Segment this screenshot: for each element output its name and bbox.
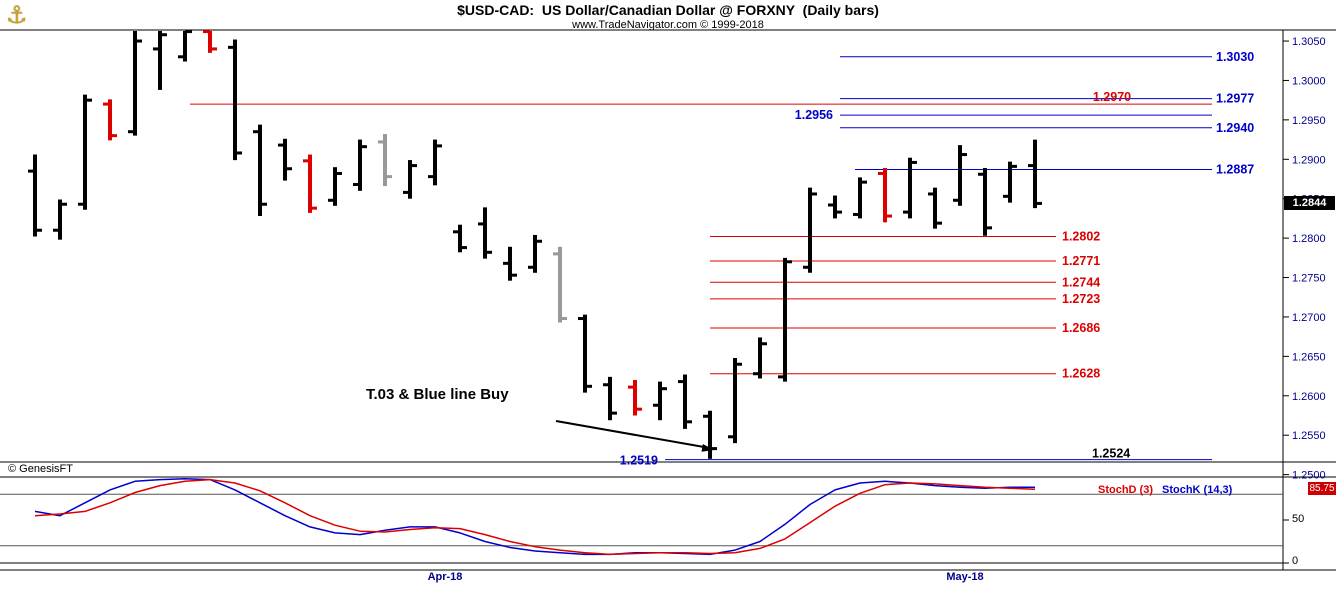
price-level-label: 1.2977 bbox=[1216, 92, 1254, 106]
stoch-axis-label-0: 0 bbox=[1292, 555, 1299, 567]
price-axis-label: 1.2550 bbox=[1292, 430, 1326, 442]
price-axis-label: 1.3050 bbox=[1292, 36, 1326, 48]
price-axis-label: 1.2700 bbox=[1292, 312, 1326, 324]
price-axis-label: 1.2950 bbox=[1292, 115, 1326, 127]
stochd-legend-label: StochD (3) bbox=[1098, 484, 1153, 496]
genesisft-watermark: © GenesisFT bbox=[8, 463, 73, 475]
price-axis-label: 1.2900 bbox=[1292, 154, 1326, 166]
price-level-label: 1.2802 bbox=[1062, 230, 1100, 244]
annotation-arrowhead bbox=[701, 444, 714, 452]
price-axis-label: 1.2600 bbox=[1292, 391, 1326, 403]
price-axis-label: 1.2750 bbox=[1292, 273, 1326, 285]
price-level-label: 1.2956 bbox=[795, 108, 833, 122]
last-price-badge: 1.2844 bbox=[1284, 196, 1335, 210]
price-axis-label: 1.2500 bbox=[1292, 470, 1326, 482]
anchor-logo-icon: ⚓ bbox=[6, 2, 28, 29]
price-level-label: 1.2744 bbox=[1062, 275, 1100, 289]
price-level-label: 1.2887 bbox=[1216, 163, 1254, 177]
price-level-label: 1.2940 bbox=[1216, 121, 1254, 135]
x-axis-label-may18: May-18 bbox=[946, 571, 984, 583]
price-level-label: 1.3030 bbox=[1216, 50, 1254, 64]
stoch-value-badge: 85.75 bbox=[1308, 482, 1336, 495]
price-level-label: 1.2524 bbox=[1092, 447, 1130, 461]
price-axis-label: 1.2800 bbox=[1292, 233, 1326, 245]
price-axis-label: 1.2650 bbox=[1292, 351, 1326, 363]
buy-annotation-text: T.03 & Blue line Buy bbox=[366, 386, 509, 403]
stoch-axis-label-50: 50 bbox=[1292, 513, 1305, 525]
stochk-legend-label: StochK (14,3) bbox=[1162, 484, 1233, 496]
price-level-label: 1.2519 bbox=[620, 454, 658, 468]
price-level-label: 1.2771 bbox=[1062, 254, 1100, 268]
stoch-line-d bbox=[34, 478, 1036, 556]
price-level-label: 1.2970 bbox=[1093, 90, 1131, 104]
price-level-label: 1.2723 bbox=[1062, 292, 1100, 306]
stoch-line-k bbox=[34, 477, 1035, 556]
x-axis-label-apr18: Apr-18 bbox=[427, 571, 463, 583]
price-level-label: 1.2686 bbox=[1062, 321, 1100, 335]
price-level-label: 1.2628 bbox=[1062, 367, 1100, 381]
annotation-arrow bbox=[555, 420, 705, 448]
price-axis-label: 1.3000 bbox=[1292, 75, 1326, 87]
